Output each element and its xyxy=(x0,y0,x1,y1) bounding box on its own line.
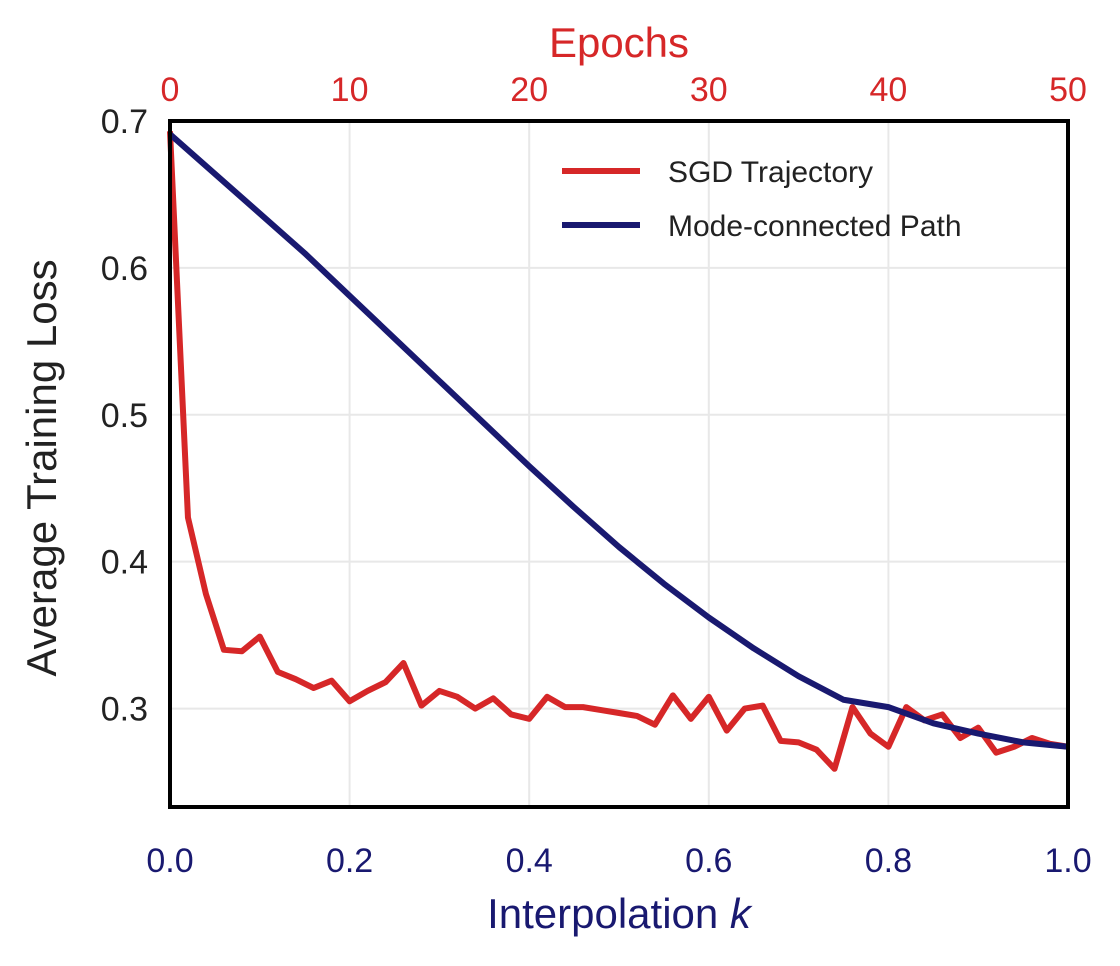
x-axis-title-text: Interpolation xyxy=(487,890,730,937)
y-tick-labels: 0.3 0.4 0.5 0.6 0.7 xyxy=(101,103,148,729)
top-x-tick-label: 30 xyxy=(690,71,728,109)
y-tick-label: 0.4 xyxy=(101,544,148,582)
y-tick-label: 0.5 xyxy=(101,397,148,435)
x-tick-label: 0.8 xyxy=(865,842,912,880)
x-tick-label: 1.0 xyxy=(1044,842,1091,880)
x-axis-title: Interpolation k xyxy=(487,890,753,937)
y-axis-title: Average Training Loss xyxy=(18,259,65,676)
legend: SGD Trajectory Mode-connected Path xyxy=(562,156,962,243)
x-tick-label: 0.0 xyxy=(146,842,193,880)
top-x-tick-labels: 0 10 20 30 40 50 xyxy=(161,71,1087,109)
top-x-tick-label: 20 xyxy=(510,71,548,109)
legend-label-sgd: SGD Trajectory xyxy=(668,156,873,189)
x-tick-label: 0.2 xyxy=(326,842,373,880)
top-x-tick-label: 50 xyxy=(1049,71,1087,109)
series-line-mode xyxy=(168,131,1069,750)
x-tick-labels: 0.0 0.2 0.4 0.6 0.8 1.0 xyxy=(146,842,1091,880)
x-tick-label: 0.4 xyxy=(506,842,553,880)
top-x-tick-label: 10 xyxy=(331,71,369,109)
series-lines xyxy=(167,131,1069,772)
top-x-tick-label: 0 xyxy=(161,71,180,109)
y-tick-label: 0.6 xyxy=(101,250,148,288)
y-tick-label: 0.3 xyxy=(101,691,148,729)
top-x-tick-label: 40 xyxy=(869,71,907,109)
x-tick-label: 0.6 xyxy=(685,842,732,880)
y-tick-label: 0.7 xyxy=(101,103,148,141)
legend-label-mode: Mode-connected Path xyxy=(668,210,962,243)
x-axis-title-variable: k xyxy=(730,890,753,937)
top-axis-title: Epochs xyxy=(549,19,689,66)
